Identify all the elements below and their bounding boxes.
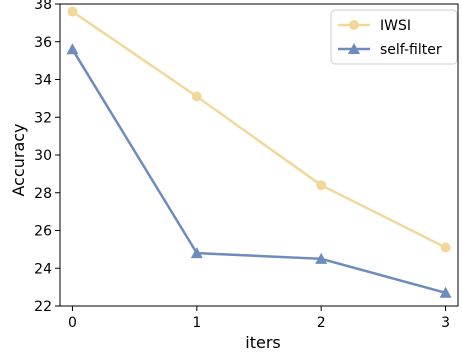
legend-label-self-filter: self-filter bbox=[380, 42, 442, 58]
series-markers bbox=[66, 6, 452, 298]
data-point-iwsi bbox=[316, 180, 327, 191]
legend-marker-self-filter bbox=[348, 43, 360, 54]
y-tick-label: 26 bbox=[34, 224, 52, 240]
data-point-iwsi bbox=[440, 242, 451, 253]
x-axis-label: iters bbox=[245, 333, 280, 352]
x-tick-label: 3 bbox=[441, 315, 450, 331]
series-lines bbox=[71, 10, 447, 295]
y-tick-label: 28 bbox=[34, 186, 52, 202]
legend-entry-iwsi: IWSI bbox=[338, 18, 411, 34]
y-tick-label: 22 bbox=[34, 299, 52, 315]
y-tick-label: 36 bbox=[34, 35, 52, 51]
legend-entry-self-filter: self-filter bbox=[338, 42, 442, 58]
x-tick-label: 1 bbox=[192, 315, 201, 331]
legend: IWSI self-filter bbox=[330, 9, 458, 65]
legend-label-iwsi: IWSI bbox=[380, 18, 411, 34]
y-tick-label: 38 bbox=[34, 0, 52, 13]
data-point-iwsi bbox=[191, 91, 202, 102]
legend-box bbox=[330, 9, 458, 65]
data-point-self-filter bbox=[439, 286, 452, 298]
series-line-iwsi bbox=[71, 10, 447, 249]
x-tick-label: 0 bbox=[68, 315, 77, 331]
data-point-self-filter bbox=[315, 252, 328, 264]
data-point-self-filter bbox=[66, 43, 79, 55]
y-tick-label: 34 bbox=[34, 73, 52, 89]
y-axis-label: Accuracy bbox=[9, 123, 28, 196]
axis-ticks: 22 24 26 28 30 32 34 36 38 0 1 2 3 bbox=[34, 0, 450, 331]
data-point-iwsi bbox=[67, 6, 78, 17]
legend-marker-iwsi bbox=[349, 20, 359, 30]
series-line-self-filter bbox=[71, 48, 447, 295]
y-tick-label: 24 bbox=[34, 261, 52, 277]
y-tick-label: 32 bbox=[34, 110, 52, 126]
x-tick-label: 2 bbox=[317, 315, 326, 331]
y-tick-label: 30 bbox=[34, 148, 52, 164]
data-point-self-filter bbox=[190, 247, 203, 259]
